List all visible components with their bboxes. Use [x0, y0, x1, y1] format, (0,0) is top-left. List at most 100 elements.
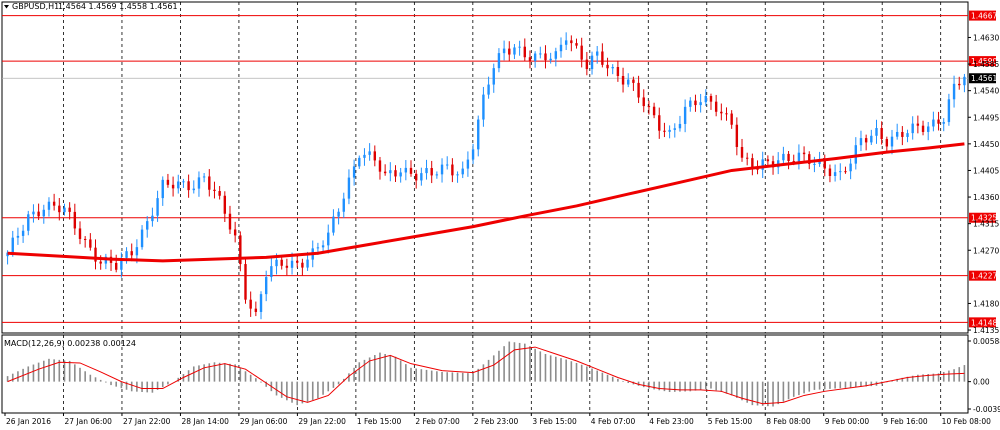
x-tick-label: 8 Feb 08:00	[766, 417, 811, 426]
x-tick-label: 26 Jan 2016	[6, 417, 51, 426]
candle-body	[140, 229, 144, 248]
x-tick-label: 2 Feb 23:00	[474, 417, 519, 426]
candle-body	[652, 106, 656, 116]
candle-body	[270, 266, 273, 278]
candle-body	[528, 57, 532, 61]
candle-body	[502, 48, 506, 54]
candle-body	[751, 158, 754, 169]
level-label: 1.4148	[971, 318, 997, 327]
x-tick-label: 27 Jan 22:00	[123, 417, 171, 426]
candle-body	[275, 259, 278, 267]
x-tick-label: 10 Feb 08:00	[942, 417, 991, 426]
candle-body	[942, 122, 945, 124]
macd-histogram	[6, 341, 966, 407]
candle-body	[875, 128, 878, 136]
candle-body	[404, 167, 408, 173]
candle-body	[182, 181, 185, 183]
candle-body	[952, 83, 956, 100]
y-tick-label: 1.4360	[973, 193, 999, 202]
candle-body	[363, 154, 366, 158]
level-tag	[969, 212, 996, 223]
candle-body	[730, 113, 733, 125]
candle-body	[854, 145, 858, 164]
candle-body	[709, 96, 713, 102]
candle-body	[740, 147, 744, 158]
candle-body	[627, 79, 630, 85]
candle-body	[171, 184, 175, 189]
price-panel-border	[1, 1, 969, 334]
candle-body	[16, 235, 20, 238]
candle-body	[254, 308, 258, 312]
candle-body	[456, 174, 459, 176]
candle-body	[513, 47, 516, 55]
macd-signal-line	[7, 346, 965, 405]
candle-body	[52, 201, 56, 206]
candle-body	[699, 102, 702, 106]
candle-body	[492, 68, 495, 85]
price-axis: 1.4630 1.4585 1.4540 1.4495 1.4450 1.4405 1.43…	[968, 33, 1000, 414]
y-tick-label: 1.4450	[973, 140, 999, 149]
level-label: 1.4667	[971, 12, 997, 21]
candle-body	[213, 189, 216, 192]
candle-body	[963, 76, 966, 86]
current-price-tag	[969, 73, 996, 84]
candle-body	[885, 139, 889, 147]
candle-body	[921, 125, 925, 132]
candle-body	[580, 45, 583, 60]
candle-body	[797, 152, 801, 162]
candle-body	[208, 176, 211, 190]
candlesticks	[6, 32, 966, 320]
candle-body	[947, 99, 951, 123]
candle-body	[523, 46, 526, 58]
chart-frame	[1, 1, 969, 414]
candle-body	[352, 166, 356, 178]
candle-body	[585, 59, 589, 70]
x-tick-label: 3 Feb 15:00	[532, 417, 577, 426]
candle-body	[177, 181, 180, 189]
candle-body	[73, 211, 77, 229]
candle-body	[720, 111, 723, 114]
candle-body	[735, 124, 739, 148]
candle-body	[394, 170, 397, 177]
candle-body	[446, 164, 449, 166]
candle-body	[99, 261, 102, 264]
candle-body	[296, 260, 299, 263]
candle-body	[508, 48, 511, 55]
candle-body	[544, 53, 547, 61]
candle-body	[787, 153, 790, 162]
candle-body	[658, 115, 661, 131]
candle-body	[818, 160, 821, 164]
level-label: 1.4590	[971, 57, 997, 66]
candle-body	[21, 230, 25, 236]
candle-body	[663, 130, 666, 132]
x-tick-label: 27 Jan 06:00	[64, 417, 112, 426]
y-tick-label: 1.4180	[973, 299, 999, 308]
candle-body	[89, 239, 92, 248]
candle-body	[156, 198, 159, 216]
candle-body	[197, 177, 201, 189]
chevron-down-icon[interactable]	[4, 5, 9, 9]
candle-body	[42, 209, 45, 217]
candle-body	[673, 128, 676, 130]
candle-body	[616, 67, 620, 77]
candle-body	[306, 259, 309, 268]
candle-body	[813, 163, 816, 165]
candle-body	[477, 119, 480, 150]
candle-body	[575, 43, 578, 46]
macd-panel-border	[1, 334, 969, 414]
candle-body	[482, 94, 485, 120]
horizontal-levels: 1.4667 1.4590 1.4325 1.4227 1.4148 1.4561	[2, 10, 997, 328]
y-tick-label: 1.4585	[973, 60, 999, 69]
candle-body	[792, 161, 795, 163]
candle-body	[518, 46, 521, 48]
candle-body	[420, 173, 423, 181]
candle-body	[409, 167, 413, 174]
candle-body	[425, 168, 428, 174]
candle-body	[606, 64, 609, 69]
candle-body	[368, 151, 371, 155]
candle-body	[725, 113, 728, 115]
level-label: 1.4325	[971, 214, 997, 223]
candle-body	[135, 247, 139, 256]
candle-body	[880, 128, 883, 140]
